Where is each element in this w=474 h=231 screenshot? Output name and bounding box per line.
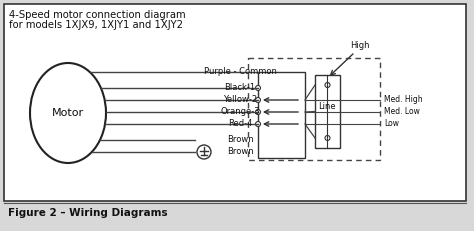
Bar — [248, 58, 380, 160]
Text: Yellow-2: Yellow-2 — [223, 95, 257, 104]
Circle shape — [197, 145, 211, 159]
Circle shape — [255, 85, 261, 91]
Bar — [315, 75, 340, 148]
Text: Line: Line — [318, 102, 336, 111]
Text: Black-1: Black-1 — [224, 83, 255, 92]
Circle shape — [325, 136, 330, 140]
Text: 4-Speed motor connection diagram: 4-Speed motor connection diagram — [9, 10, 186, 20]
Ellipse shape — [30, 63, 106, 163]
Text: Brown: Brown — [227, 136, 253, 145]
Circle shape — [255, 122, 261, 127]
Circle shape — [255, 109, 261, 115]
Text: Motor: Motor — [52, 108, 84, 118]
Text: Red-4: Red-4 — [228, 119, 252, 128]
Text: Brown: Brown — [227, 148, 253, 156]
Text: Med. High: Med. High — [384, 95, 423, 104]
Circle shape — [325, 82, 330, 88]
Text: Orange-3: Orange-3 — [220, 107, 260, 116]
Text: High: High — [350, 41, 370, 50]
Text: Purple - Common: Purple - Common — [203, 67, 276, 76]
Text: Low: Low — [384, 119, 399, 128]
Text: Med. Low: Med. Low — [384, 107, 420, 116]
Bar — [4, 4, 466, 201]
Text: for models 1XJX9, 1XJY1 and 1XJY2: for models 1XJX9, 1XJY1 and 1XJY2 — [9, 20, 183, 30]
Circle shape — [255, 97, 261, 103]
Text: Figure 2 – Wiring Diagrams: Figure 2 – Wiring Diagrams — [8, 208, 168, 218]
Bar — [258, 72, 305, 158]
